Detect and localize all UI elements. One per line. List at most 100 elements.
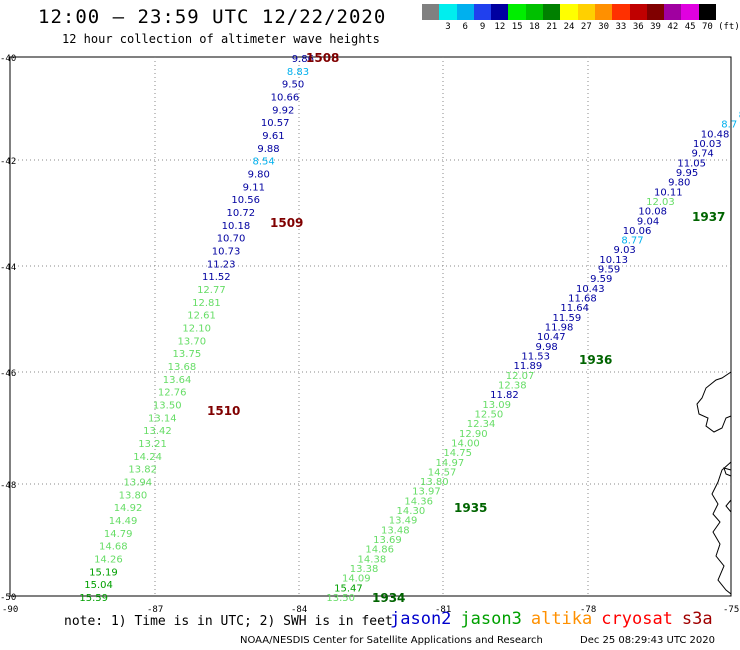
wave-height-label: 8.7 xyxy=(721,120,737,131)
wave-height-label: 10.08 xyxy=(638,207,667,218)
color-swatch xyxy=(543,4,561,20)
latitude-label: -46 xyxy=(0,369,16,379)
wave-height-label: 10.11 xyxy=(654,187,683,198)
wave-height-label: 10.03 xyxy=(693,139,722,150)
longitude-label: -84 xyxy=(291,605,307,615)
color-swatch xyxy=(422,4,440,20)
color-scale-label: 12 xyxy=(494,22,506,32)
wave-height-label: 10.47 xyxy=(537,332,566,343)
color-scale-label: 18 xyxy=(529,22,540,32)
latitude-label: -42 xyxy=(0,157,16,167)
wave-height-label: 8.83 xyxy=(287,67,309,78)
wave-height-label: 10.48 xyxy=(701,129,730,140)
wave-height-label: 13.21 xyxy=(138,439,167,450)
wave-height-label: 12.77 xyxy=(197,285,226,296)
wave-height-label: 11.53 xyxy=(521,352,550,363)
wave-height-label: 13.50 xyxy=(326,593,355,604)
time-marker: 1936 xyxy=(579,353,612,367)
color-swatch xyxy=(612,4,630,20)
wave-height-label: 12.76 xyxy=(158,388,187,399)
wave-height-label: 10.57 xyxy=(261,118,290,129)
map-title: 12:00 – 23:59 UTC 12/22/2020 xyxy=(38,6,387,28)
wave-height-label: 14.68 xyxy=(99,542,128,553)
satellite-legend: jason2 jason3 altika cryosat s3a xyxy=(390,609,722,629)
wave-height-label: 11.52 xyxy=(202,272,231,283)
wave-height-label: 13.75 xyxy=(173,349,202,360)
coastline xyxy=(696,371,732,433)
wave-height-label: 13.69 xyxy=(373,535,402,546)
satellite-altika: altika xyxy=(530,609,593,629)
color-scale-label: 21 xyxy=(546,22,558,32)
wave-height-label: 14.75 xyxy=(443,448,472,459)
wave-height-label: 14.92 xyxy=(114,503,143,514)
wave-height-label: 13.70 xyxy=(177,336,206,347)
longitude-label: -90 xyxy=(2,605,18,615)
coastline xyxy=(723,467,732,477)
wave-height-label: 9.95 xyxy=(676,168,698,179)
color-scale-label: 6 xyxy=(462,22,468,32)
color-swatch xyxy=(629,4,647,20)
wave-height-label: 12.07 xyxy=(506,371,535,382)
wave-height-label: 14.30 xyxy=(397,506,426,517)
satellite-jason3: jason3 xyxy=(460,609,522,629)
color-scale-label: 27 xyxy=(580,22,592,32)
wave-height-label: 13.94 xyxy=(124,478,153,489)
wave-height-label: 13.49 xyxy=(389,516,418,527)
color-scale-label: 15 xyxy=(511,22,523,32)
wave-height-label: 9.86 xyxy=(292,54,314,65)
wave-height-label: 8 xyxy=(739,110,740,121)
color-swatch xyxy=(698,4,717,20)
wave-height-label: 13.97 xyxy=(412,487,441,498)
wave-height-label: 12.10 xyxy=(182,324,211,335)
wave-height-label: 11.59 xyxy=(553,313,582,324)
wave-height-label: 10.18 xyxy=(222,221,251,232)
wave-height-label: 9.92 xyxy=(272,105,294,116)
wave-height-label: 10.72 xyxy=(227,208,256,219)
wave-height-label: 14.49 xyxy=(109,516,138,527)
wave-height-label: 12.38 xyxy=(498,380,527,391)
color-swatch xyxy=(473,4,492,20)
color-scale-label: 45 xyxy=(684,22,696,32)
time-marker: 1937 xyxy=(692,210,725,224)
wave-height-label: 9.11 xyxy=(243,182,265,193)
wave-height-label: 11.89 xyxy=(514,361,543,372)
wave-height-label: 11.05 xyxy=(677,158,706,169)
wave-height-label: 9.04 xyxy=(637,216,659,227)
time-marker: 1935 xyxy=(454,501,487,515)
wave-height-label: 9.74 xyxy=(692,149,714,160)
wave-height-label: 10.06 xyxy=(623,226,652,237)
color-swatch xyxy=(594,4,613,20)
wave-height-label: 12.81 xyxy=(192,298,221,309)
color-swatch xyxy=(456,4,474,20)
latitude-label: -40 xyxy=(0,54,16,64)
wave-height-label: 13.64 xyxy=(163,375,192,386)
wave-height-label: 14.86 xyxy=(365,545,394,556)
color-scale-label: 70 xyxy=(702,22,713,32)
wave-height-label: 9.80 xyxy=(668,178,690,189)
footer-note: note: 1) Time is in UTC; 2) SWH is in fe… xyxy=(64,614,393,629)
wave-height-label: 13.50 xyxy=(153,401,182,412)
wave-height-label: 11.98 xyxy=(545,323,574,334)
wave-height-label: 13.80 xyxy=(420,477,449,488)
coastline xyxy=(725,499,732,513)
wave-height-label: 11.64 xyxy=(560,303,589,314)
wave-height-label: 13.09 xyxy=(482,400,511,411)
wave-height-label: 13.42 xyxy=(143,426,172,437)
satellite-s3a: s3a xyxy=(681,609,713,629)
color-scale-labels: 3 6 9 12 15 18 21 24 27 30 33 36 39 42 45 70 (ft) xyxy=(422,22,740,36)
color-swatch xyxy=(560,4,578,20)
wave-height-label: 14.26 xyxy=(94,555,123,566)
color-scale-label: 9 xyxy=(479,22,486,32)
color-swatch xyxy=(525,4,544,20)
wave-height-label: 8.54 xyxy=(252,157,274,168)
color-scale-label: 3 xyxy=(445,22,451,32)
wave-height-label: 10.73 xyxy=(212,247,241,258)
longitude-label: -87 xyxy=(147,605,163,615)
map-frame xyxy=(9,56,732,597)
color-scale-label: 30 xyxy=(598,22,610,32)
time-marker: 1508 xyxy=(306,51,339,65)
wave-height-label: 13.68 xyxy=(168,362,197,373)
color-swatch xyxy=(664,4,682,20)
map-subtitle: 12 hour collection of altimeter wave hei… xyxy=(62,32,380,46)
